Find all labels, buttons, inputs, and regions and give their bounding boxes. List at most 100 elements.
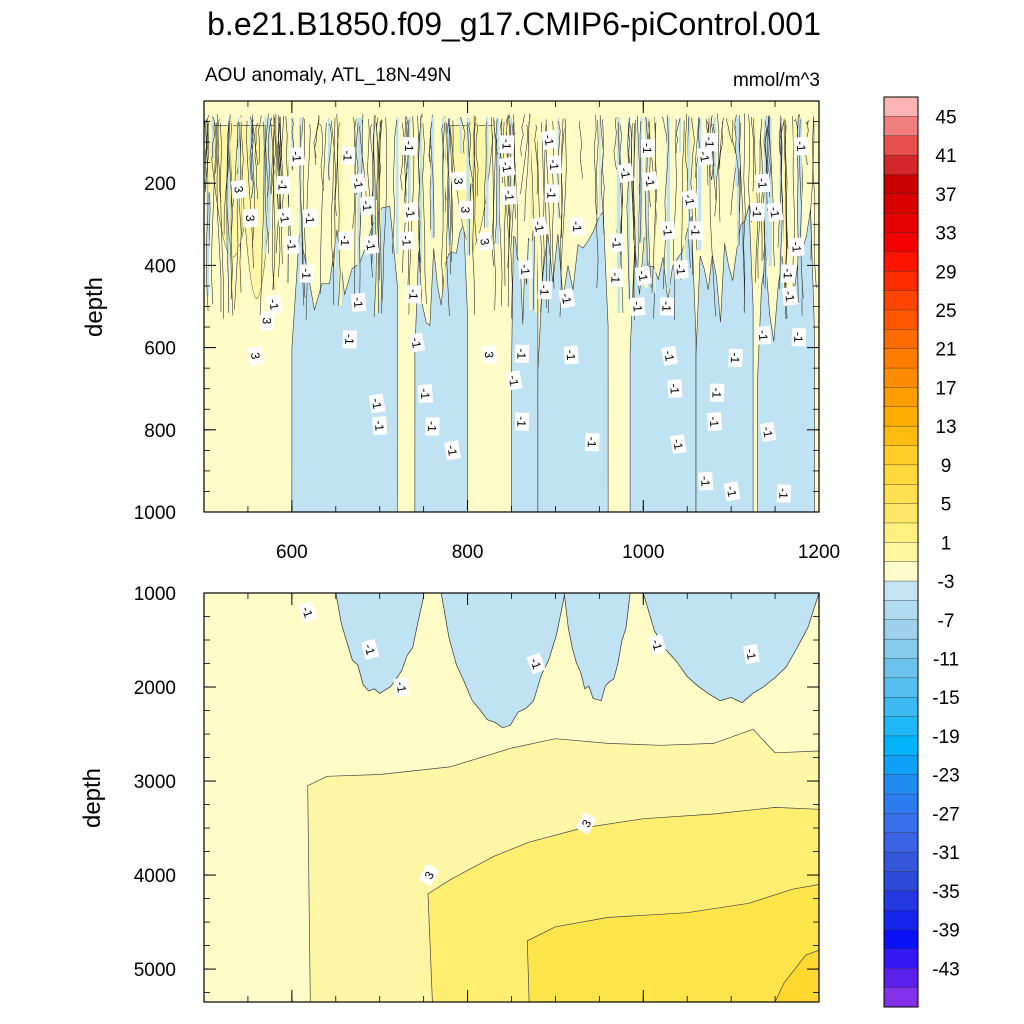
lower-panel-axes: 1000 2000 3000 4000 5000 bbox=[134, 584, 820, 1002]
chart-title: b.e21.B1850.f09_g17.CMIP6-piControl.001 bbox=[207, 6, 821, 42]
contour-label-text: -1 bbox=[531, 220, 547, 233]
upper-contour-line bbox=[267, 117, 272, 198]
contour-label: -1 bbox=[526, 652, 546, 675]
contour-label-text: 3 bbox=[248, 351, 263, 360]
contour-label: -1 bbox=[755, 173, 771, 193]
upper-noise-strip bbox=[327, 117, 330, 181]
contour-label-text: -1 bbox=[402, 141, 416, 152]
y-tick-label: 5000 bbox=[134, 960, 176, 981]
contour-label-box bbox=[575, 812, 597, 835]
contour-label-text: -1 bbox=[514, 416, 528, 427]
colorbar-swatch bbox=[883, 697, 919, 718]
upper-panel: 3 3 3 3 -1 -1 -1 -1 -1 -1 -1 -1 -1 -1 -1 -1 -1 -1 -1 -1 -1 -1… bbox=[81, 100, 840, 563]
contour-label-box bbox=[350, 173, 368, 194]
x-tick-label: 800 bbox=[452, 542, 484, 563]
upper-contour-line bbox=[314, 116, 320, 165]
upper-noise-strip bbox=[375, 117, 378, 314]
contour-label: -1 bbox=[298, 600, 318, 623]
contour-label-text: -1 bbox=[406, 289, 420, 300]
upper-noise-strip bbox=[797, 117, 800, 303]
upper-contour-line bbox=[663, 115, 669, 289]
contour-label-box bbox=[537, 280, 553, 300]
contour-label-box bbox=[709, 383, 725, 403]
upper-contour-line bbox=[277, 114, 282, 223]
colorbar-swatch bbox=[883, 387, 919, 408]
contour-label-text: -1 bbox=[781, 268, 795, 279]
colorbar-label: -39 bbox=[932, 921, 959, 942]
y-tick-label: 600 bbox=[144, 339, 176, 360]
upper-contour-line bbox=[631, 122, 635, 321]
upper-contour-line bbox=[739, 122, 745, 313]
contour-label-box bbox=[648, 634, 667, 656]
upper-noise-strip bbox=[475, 117, 479, 197]
upper-contour-line bbox=[429, 121, 435, 238]
upper-contour-line bbox=[472, 115, 475, 315]
contour-label-box bbox=[659, 297, 675, 316]
upper-noise-strip bbox=[768, 117, 772, 267]
upper-contour-line bbox=[779, 124, 783, 290]
contour-label: -1 bbox=[498, 156, 516, 177]
y-tick-label: 2000 bbox=[134, 678, 176, 699]
upper-contour-line bbox=[475, 123, 479, 197]
contour-label-text: -1 bbox=[537, 285, 551, 296]
upper-noise-strip bbox=[408, 117, 411, 203]
contour-label: -1 bbox=[361, 638, 380, 660]
upper-contour-line bbox=[270, 118, 275, 290]
contour-label-text: -1 bbox=[782, 290, 798, 303]
contour-label-box bbox=[359, 196, 376, 216]
upper-contour-line bbox=[684, 114, 688, 182]
upper-contour-line bbox=[320, 122, 327, 294]
upper-contour-line bbox=[687, 116, 691, 269]
upper-noise-strip bbox=[654, 117, 656, 293]
contour-label-text: -1 bbox=[361, 643, 377, 657]
colorbar-swatch bbox=[883, 890, 919, 911]
colorbar-swatch bbox=[883, 309, 919, 330]
contour-label: -1 bbox=[585, 432, 600, 452]
contour-label: -1 bbox=[667, 379, 683, 399]
contour-label: -1 bbox=[609, 233, 625, 253]
upper-contour-line bbox=[327, 124, 332, 181]
contour-label: -1 bbox=[342, 330, 358, 349]
contour-label-text: -1 bbox=[585, 437, 599, 448]
contour-label: -1 bbox=[514, 344, 530, 364]
upper-contour-line bbox=[540, 122, 545, 282]
contour-label-box bbox=[728, 348, 743, 368]
y-tick-label: 1000 bbox=[134, 584, 176, 605]
upper-contour-line bbox=[332, 113, 339, 306]
contour-label-text: -1 bbox=[755, 177, 770, 189]
upper-contour-line bbox=[627, 117, 632, 173]
upper-noise-strip bbox=[485, 117, 489, 228]
x-tick-label: 600 bbox=[276, 542, 308, 563]
upper-panel-axes: 200 400 600 800 1000 600 800 1000 1200 bbox=[134, 100, 840, 563]
upper-contour-line bbox=[534, 125, 538, 195]
contour-label-box bbox=[688, 221, 704, 240]
upper-contour-line bbox=[377, 120, 383, 281]
contour-label: -1 bbox=[350, 173, 368, 194]
contour-label: -1 bbox=[669, 434, 687, 455]
colorbar-swatch bbox=[883, 484, 919, 505]
upper-noise-strip bbox=[685, 117, 688, 182]
contour-label-box bbox=[750, 202, 765, 222]
upper-contour-line bbox=[593, 114, 597, 215]
colorbar-label: 21 bbox=[935, 340, 956, 361]
contour-label: -1 bbox=[499, 134, 515, 154]
contour-label-text: -1 bbox=[570, 221, 585, 233]
upper-contour-line bbox=[468, 122, 474, 184]
contour-label: -1 bbox=[284, 235, 300, 255]
colorbar-swatch bbox=[883, 193, 919, 214]
colorbar-swatch bbox=[883, 425, 919, 447]
upper-noise-strip bbox=[373, 117, 375, 317]
upper-contour-line bbox=[281, 115, 285, 228]
contour-label-text: -1 bbox=[743, 648, 759, 661]
upper-contour-line bbox=[810, 118, 815, 260]
contour-label: -1 bbox=[781, 286, 799, 307]
lower-panel-contour-labels: -1 -1 -1 -1 -1 -1 3 3 bbox=[298, 600, 760, 887]
contour-label-text: -1 bbox=[363, 238, 379, 251]
contour-label-box bbox=[608, 268, 624, 287]
contour-label-text: -1 bbox=[502, 190, 517, 202]
colorbar-swatch bbox=[883, 522, 919, 543]
upper-noise-strip bbox=[338, 117, 342, 306]
contour-label: -1 bbox=[537, 280, 553, 300]
contour-label-box bbox=[242, 208, 259, 228]
upper-contour-line bbox=[259, 121, 265, 316]
